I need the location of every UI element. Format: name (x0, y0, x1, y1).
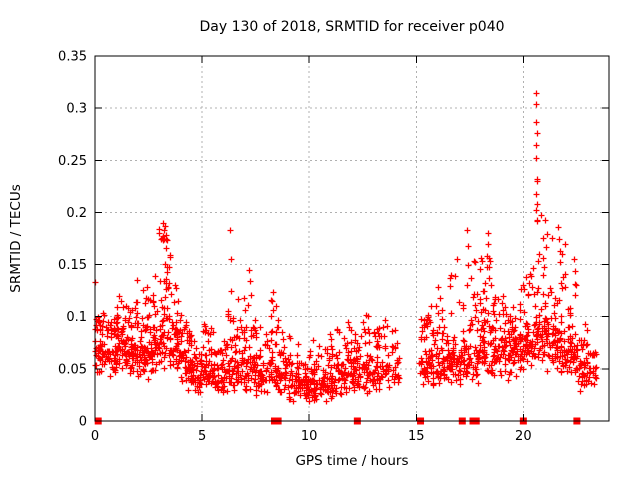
plot-frame-and-ticks (94, 55, 610, 422)
x-tick-label-20: 20 (515, 429, 532, 444)
x-tick-label-0: 0 (91, 429, 99, 444)
gridlines (95, 56, 609, 421)
y-tick-label-0.05: 0.05 (58, 362, 87, 377)
x-axis-label: GPS time / hours (295, 453, 408, 469)
x-tick-label-5: 5 (198, 429, 206, 444)
x-tick-label-15: 15 (408, 429, 425, 444)
plot-border (94, 55, 610, 422)
y-tick-label-0.35: 0.35 (58, 50, 87, 65)
y-axis-label: SRMTID / TECUs (8, 184, 24, 292)
srmtid-data-points (92, 90, 600, 405)
scatter-points (92, 90, 600, 405)
y-tick-label-0: 0 (79, 415, 87, 430)
y-tick-label-0.3: 0.3 (66, 102, 87, 117)
y-tick-label-0.1: 0.1 (66, 310, 87, 325)
y-tick-label-0.25: 0.25 (58, 154, 87, 169)
y-tick-label-0.2: 0.2 (66, 206, 87, 221)
x-tick-label-10: 10 (301, 429, 318, 444)
chart-title: Day 130 of 2018, SRMTID for receiver p04… (199, 19, 504, 35)
y-tick-label-0.15: 0.15 (58, 258, 87, 273)
tick-labels: 0 5 10 15 20 0 0.05 0.1 0.15 0.2 0.25 0.3 0.35 (58, 50, 532, 445)
